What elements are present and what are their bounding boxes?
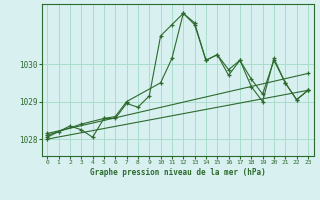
X-axis label: Graphe pression niveau de la mer (hPa): Graphe pression niveau de la mer (hPa) [90,168,266,177]
